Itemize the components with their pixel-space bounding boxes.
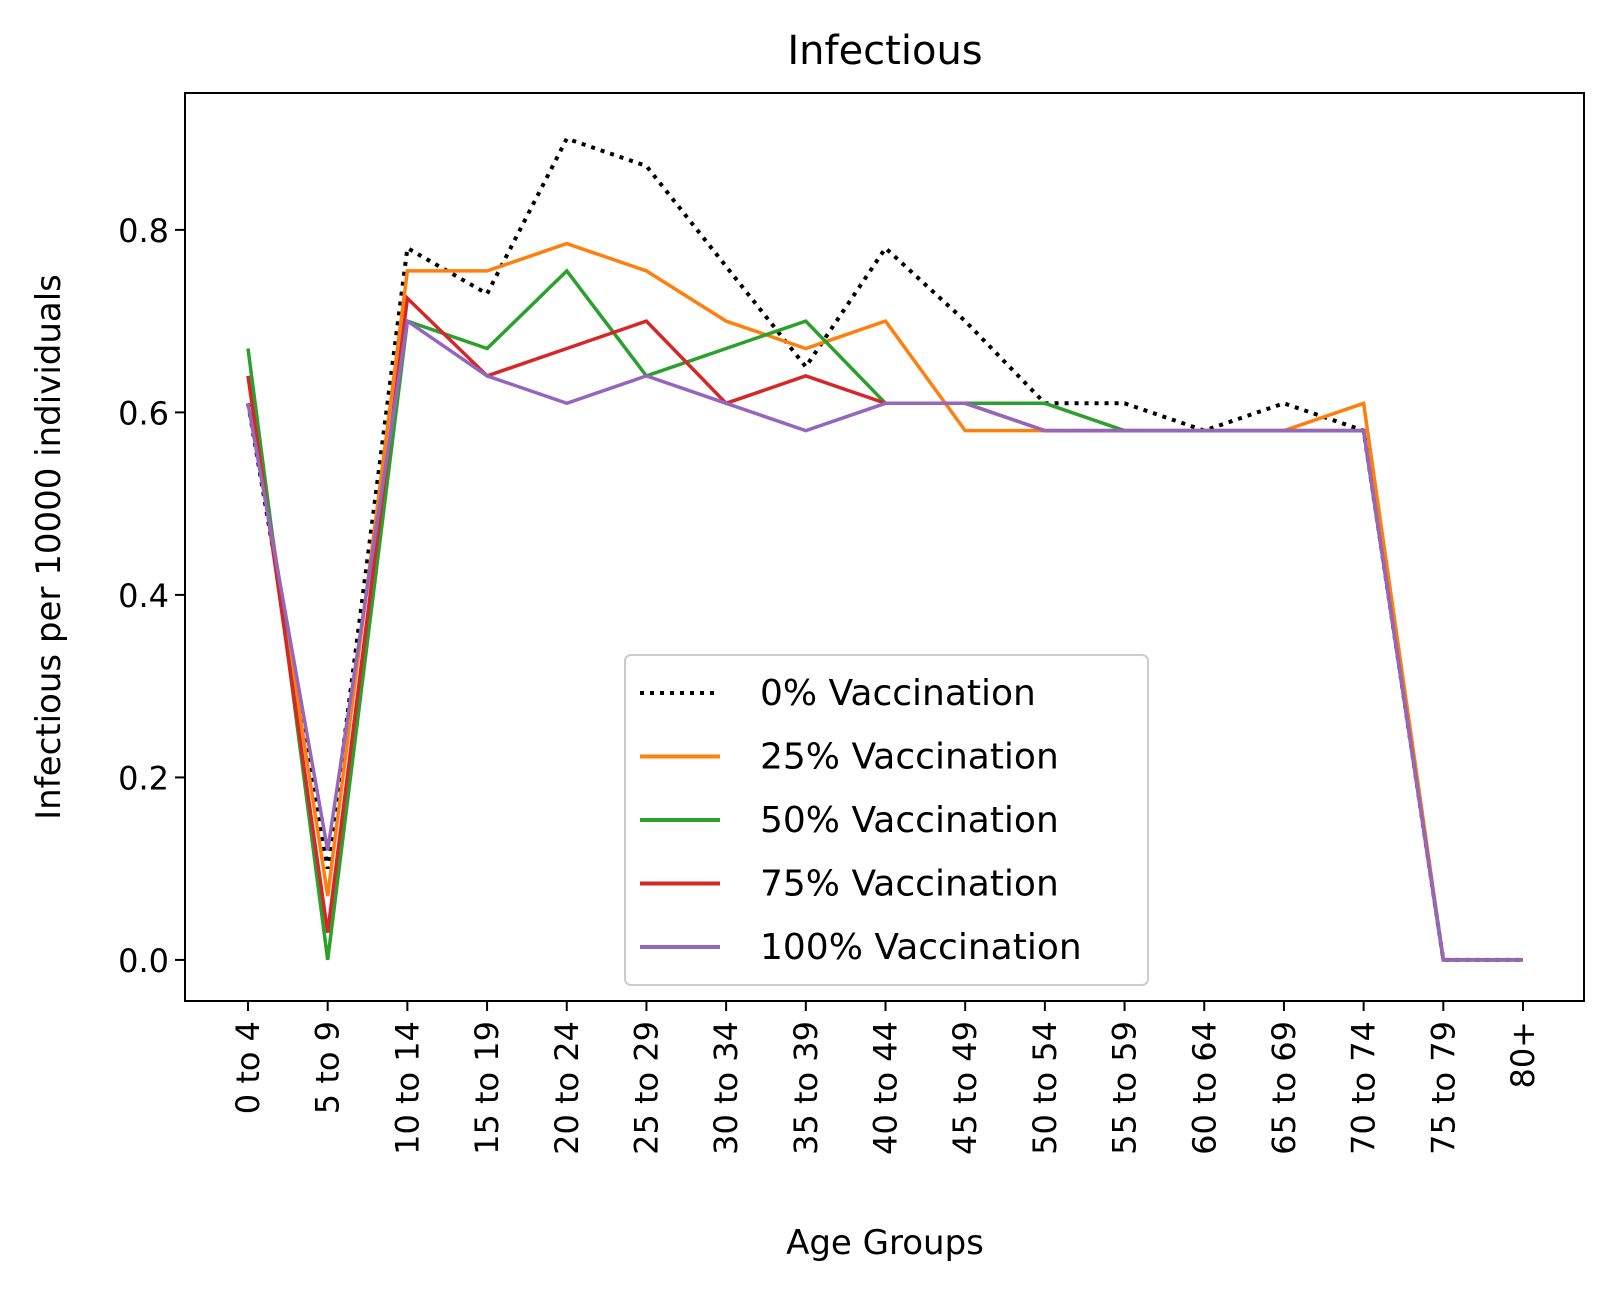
legend-box xyxy=(624,654,1149,986)
x-tick-label: 40 to 44 xyxy=(867,1021,905,1155)
x-tick-label: 70 to 74 xyxy=(1345,1021,1383,1155)
x-tick-label: 45 to 49 xyxy=(946,1021,984,1155)
legend-label: 25% Vaccination xyxy=(760,737,1059,778)
x-tick-label: 0 to 4 xyxy=(229,1021,267,1114)
legend-label: 75% Vaccination xyxy=(760,864,1059,905)
y-axis-label: Infectious per 10000 individuals xyxy=(29,274,69,820)
series-line-25-vaccination xyxy=(246,241,1523,962)
legend-label: 100% Vaccination xyxy=(760,927,1082,968)
x-tick-label: 55 to 59 xyxy=(1106,1021,1144,1155)
y-tick-label: 0.2 xyxy=(118,759,169,797)
legend-label: 0% Vaccination xyxy=(760,673,1036,714)
x-tick-label: 65 to 69 xyxy=(1265,1021,1303,1155)
x-tick-label: 10 to 14 xyxy=(388,1021,426,1155)
x-tick-label: 30 to 34 xyxy=(707,1021,745,1155)
x-tick-label: 80+ xyxy=(1504,1021,1542,1089)
y-tick-label: 0.6 xyxy=(118,394,169,432)
y-tick-label: 0.0 xyxy=(118,942,169,980)
chart-title: Infectious xyxy=(787,28,982,74)
x-tick-label: 15 to 19 xyxy=(468,1021,506,1155)
x-tick-label: 75 to 79 xyxy=(1424,1021,1462,1155)
legend-label: 50% Vaccination xyxy=(760,800,1059,841)
y-tick-label: 0.8 xyxy=(118,212,169,250)
x-tick-label: 60 to 64 xyxy=(1185,1021,1223,1155)
series-line-100-vaccination xyxy=(246,318,1523,962)
x-tick-label: 5 to 9 xyxy=(309,1021,347,1114)
y-tick-label: 0.4 xyxy=(118,577,169,615)
legend: 0% Vaccination 25% Vaccination 50% Vaccina… xyxy=(624,654,1149,986)
x-tick-label: 35 to 39 xyxy=(787,1021,825,1155)
x-axis-label: Age Groups xyxy=(786,1223,984,1263)
x-tick-label: 25 to 29 xyxy=(627,1021,665,1155)
x-tick-label: 20 to 24 xyxy=(548,1021,586,1155)
x-tick-label: 50 to 54 xyxy=(1026,1021,1064,1155)
